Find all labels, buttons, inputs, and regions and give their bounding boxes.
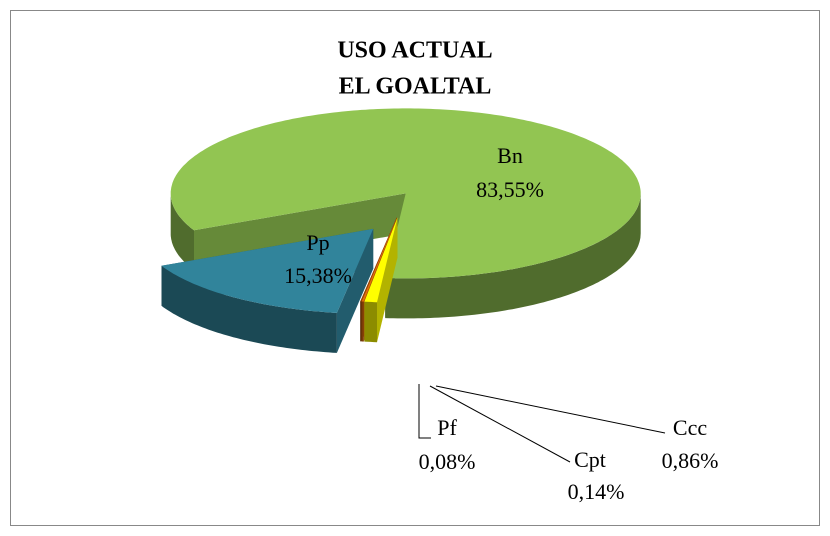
slice-wall	[385, 193, 641, 319]
pie	[161, 108, 641, 353]
leader-line	[418, 384, 431, 439]
chart-title: USO ACTUAL	[337, 38, 492, 64]
value-label: 15,38%	[284, 263, 352, 288]
slice	[364, 217, 398, 303]
category-label: Ccc	[673, 415, 707, 440]
value-label: 0,86%	[662, 448, 719, 473]
slice	[170, 108, 641, 279]
category-label: Pp	[306, 230, 329, 255]
category-label: Bn	[497, 143, 523, 168]
slice	[360, 217, 397, 302]
value-label: 83,55%	[476, 177, 544, 202]
leader-line	[435, 385, 666, 434]
leader-line	[429, 385, 571, 463]
slice	[161, 228, 374, 313]
chart-title: EL GOALTAL	[339, 74, 492, 100]
slice	[361, 217, 397, 302]
labels: Bn 83,55% Ccc 0,86% Cpt 0,14% Pf 0,08% Pp 15,38%	[284, 143, 718, 504]
slice-wall	[170, 193, 194, 271]
slice-wall	[361, 301, 364, 342]
category-label: Pf	[437, 415, 457, 440]
slice-wall	[161, 265, 337, 353]
slice-wall	[360, 301, 362, 342]
value-label: 0,08%	[419, 449, 476, 474]
slice-wall	[364, 301, 377, 343]
value-label: 0,14%	[568, 479, 625, 504]
category-label: Cpt	[574, 447, 606, 472]
